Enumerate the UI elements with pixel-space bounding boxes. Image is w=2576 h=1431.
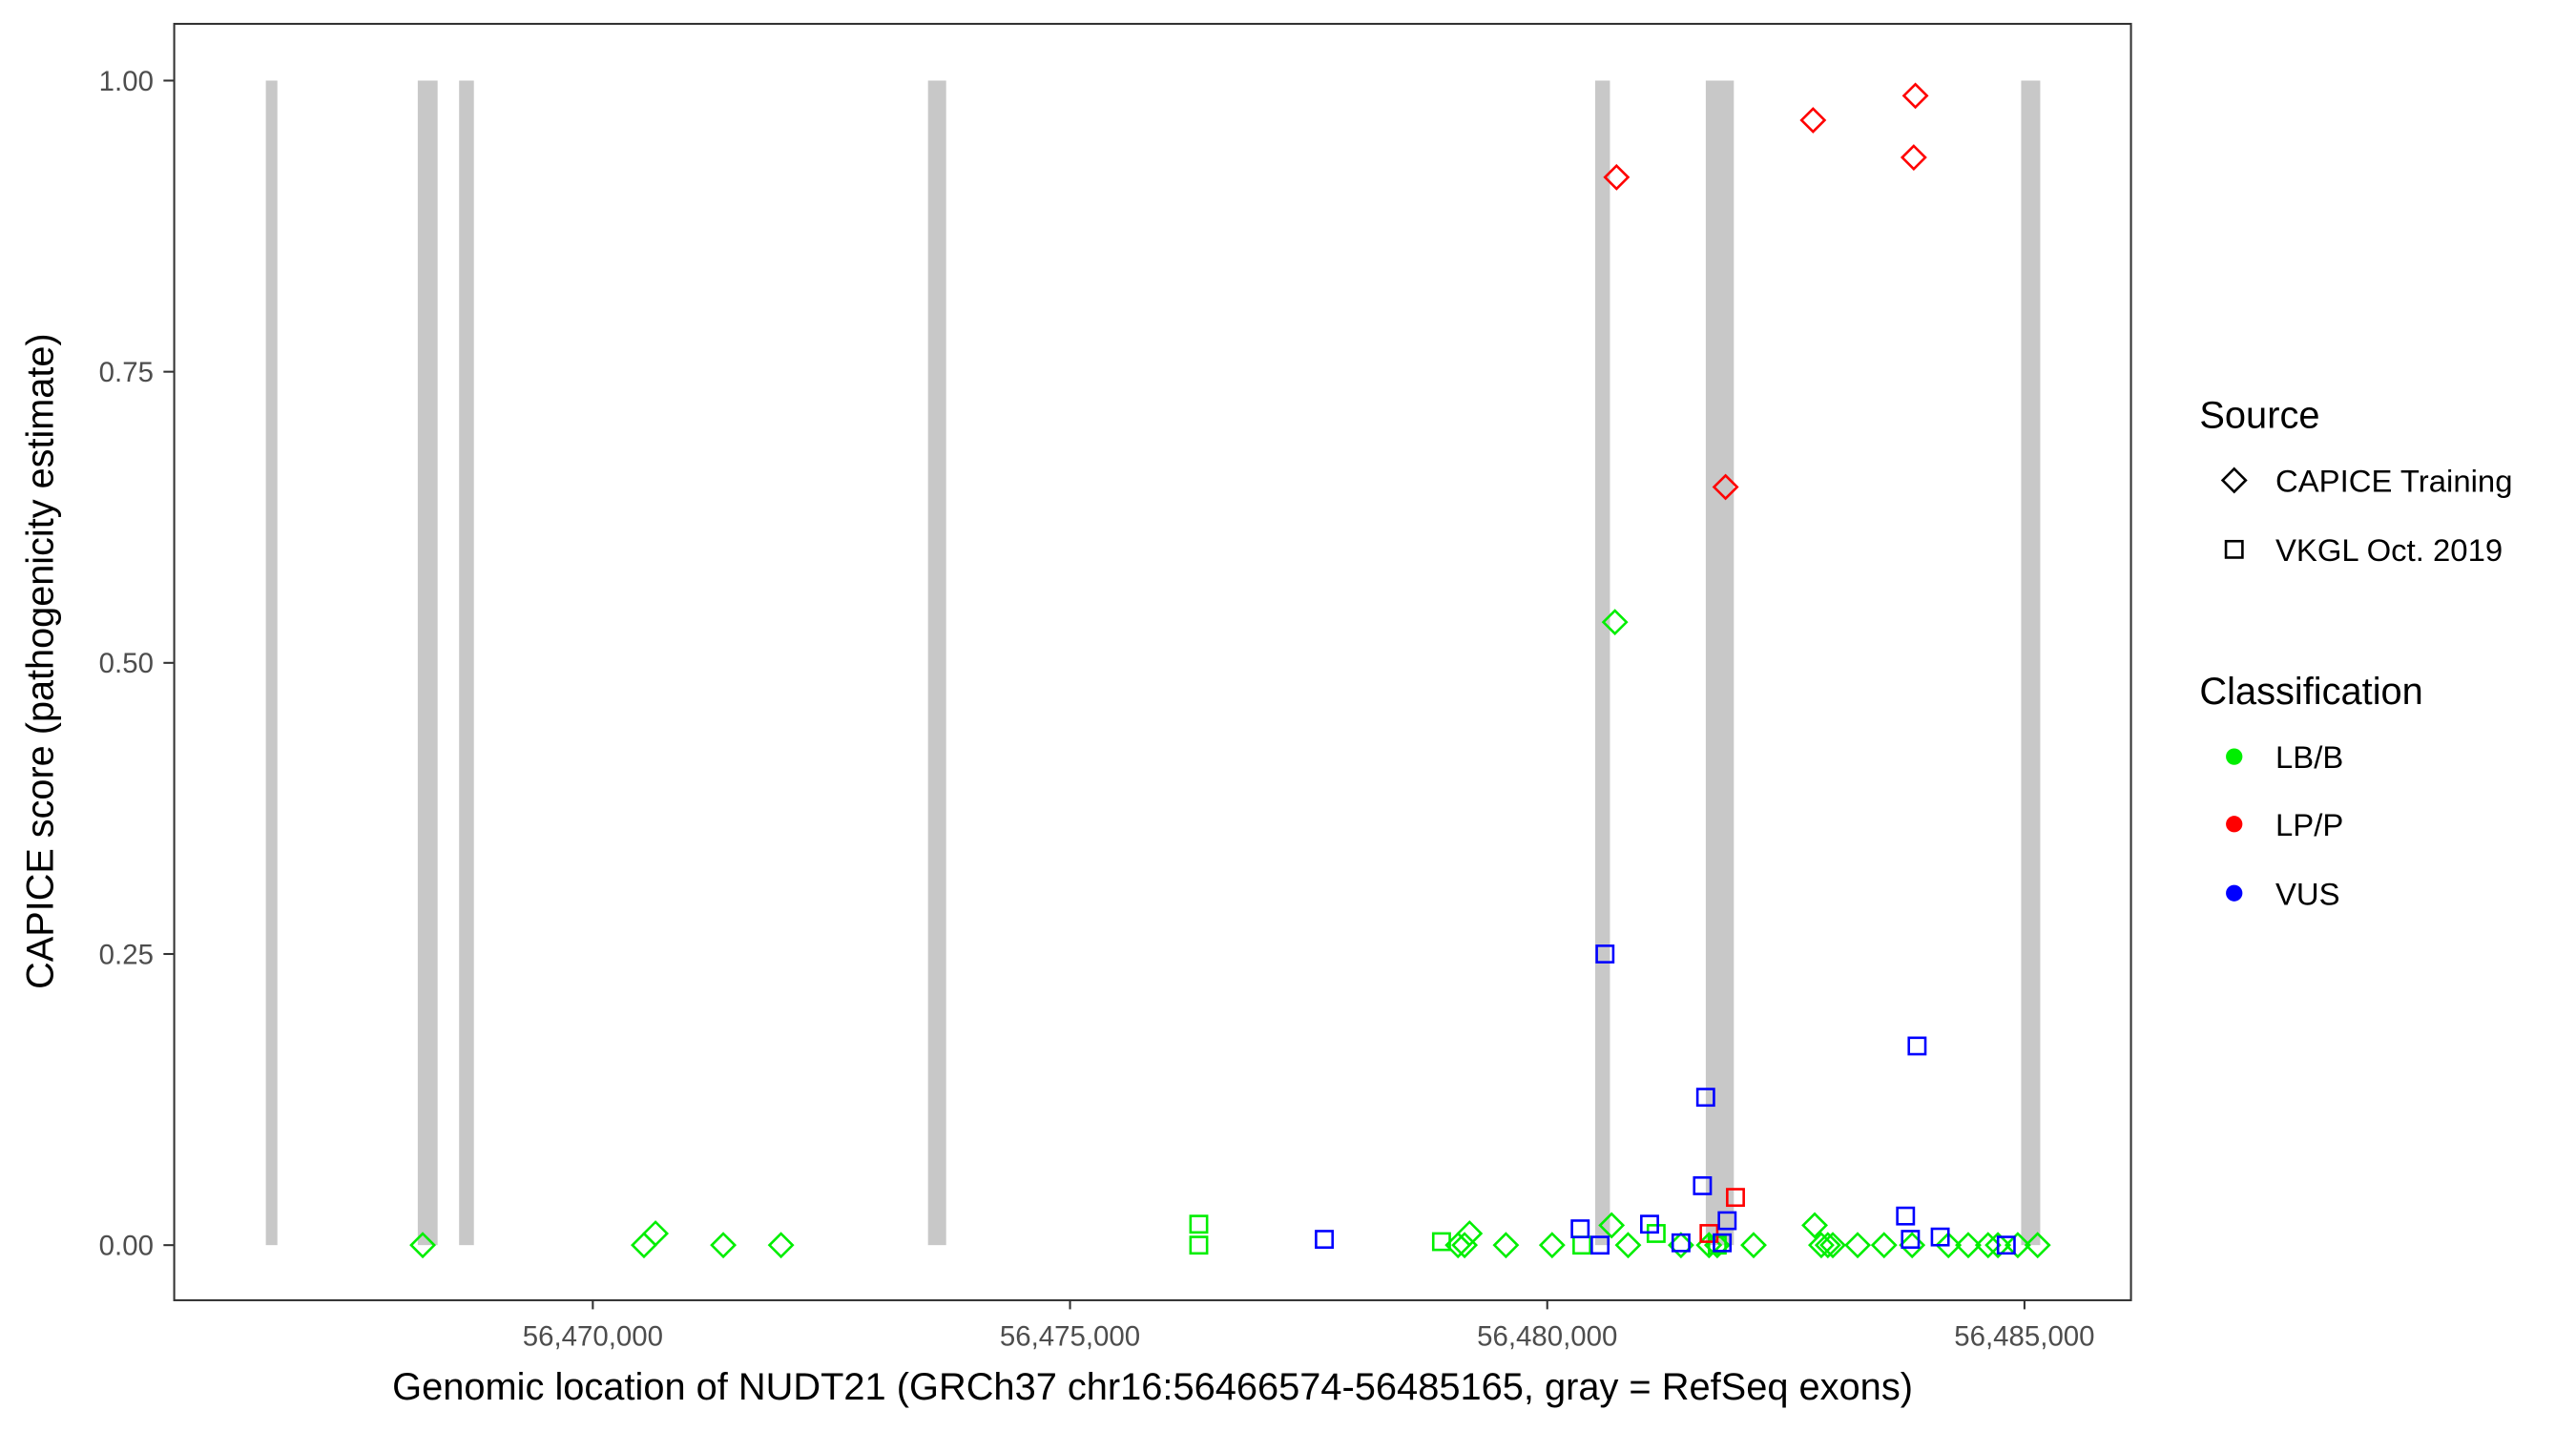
legend-class-item: LP/P xyxy=(2275,807,2343,842)
data-point-diamond xyxy=(1712,473,1739,501)
data-point-diamond xyxy=(1451,1232,1479,1259)
data-point-diamond xyxy=(631,1232,657,1259)
data-point-square xyxy=(1189,1235,1209,1255)
data-points xyxy=(409,82,2051,1259)
y-tick-label: 0.75 xyxy=(99,357,154,388)
data-point-diamond xyxy=(1492,1232,1520,1259)
data-point-square xyxy=(1896,1206,1916,1226)
data-point-diamond xyxy=(642,1220,670,1247)
data-point-diamond xyxy=(1819,1232,1847,1259)
data-point-diamond xyxy=(1935,1232,1963,1259)
data-point-diamond xyxy=(1901,82,1929,110)
data-point-diamond xyxy=(1601,609,1629,636)
data-point-diamond xyxy=(1899,1232,1926,1259)
data-point-square xyxy=(1695,1088,1715,1108)
data-point-square xyxy=(1315,1230,1334,1249)
exon-band xyxy=(927,80,946,1246)
legend-square-icon xyxy=(2224,539,2244,559)
data-point-square xyxy=(1717,1211,1737,1231)
x-tick-label: 56,475,000 xyxy=(1000,1320,1140,1352)
data-point-diamond xyxy=(1984,1232,2012,1259)
data-point-diamond xyxy=(1598,1212,1626,1239)
legend-diamond-icon xyxy=(2220,467,2248,494)
data-point-square xyxy=(1713,1233,1733,1253)
data-point-diamond xyxy=(1538,1232,1566,1259)
x-tick-label: 56,470,000 xyxy=(523,1320,663,1352)
data-point-diamond xyxy=(2004,1232,2031,1259)
data-point-square xyxy=(1595,944,1615,964)
exon-band xyxy=(1705,80,1735,1246)
legend-source-title: Source xyxy=(2199,394,2319,436)
legend: Source CAPICE Training VKGL Oct. 2019 Cl… xyxy=(2199,394,2512,911)
legend-class-item: VUS xyxy=(2275,876,2340,911)
data-point-diamond xyxy=(1844,1232,1872,1259)
plot-panel-border xyxy=(173,22,2132,1301)
data-point-square xyxy=(1640,1214,1659,1234)
data-point-diamond xyxy=(767,1232,795,1259)
exon-band xyxy=(417,80,438,1246)
x-tick-label: 56,485,000 xyxy=(1954,1320,2094,1352)
x-axis: 56,470,000 56,475,000 56,480,000 56,485,000 xyxy=(523,1299,2095,1352)
x-tick-label: 56,480,000 xyxy=(1477,1320,1617,1352)
data-point-diamond xyxy=(1614,1232,1642,1259)
legend-vus-dot-icon xyxy=(2226,884,2243,902)
data-point-diamond xyxy=(1799,107,1827,134)
legend-source-item: VKGL Oct. 2019 xyxy=(2275,532,2503,568)
exon-band xyxy=(2021,80,2041,1246)
data-point-diamond xyxy=(409,1232,437,1259)
data-point-diamond xyxy=(1814,1232,1841,1259)
data-point-square xyxy=(1570,1219,1590,1238)
data-point-square xyxy=(1907,1036,1927,1056)
data-point-diamond xyxy=(710,1232,737,1259)
data-point-diamond xyxy=(1870,1232,1898,1259)
legend-source-item: CAPICE Training xyxy=(2275,464,2513,499)
data-point-square xyxy=(1901,1230,1921,1249)
data-point-diamond xyxy=(2024,1232,2051,1259)
legend-lbb-dot-icon xyxy=(2226,748,2243,765)
exon-band xyxy=(1594,80,1610,1246)
data-point-diamond xyxy=(1900,144,1927,171)
data-point-square xyxy=(1189,1214,1209,1234)
data-point-diamond xyxy=(1807,1232,1835,1259)
y-tick-label: 0.50 xyxy=(99,648,154,679)
legend-class-item: LB/B xyxy=(2275,739,2343,775)
x-axis-label: Genomic location of NUDT21 (GRCh37 chr16… xyxy=(392,1366,1913,1408)
data-point-diamond xyxy=(1801,1212,1828,1239)
data-point-square xyxy=(1930,1227,1950,1247)
exon-bands xyxy=(265,80,2041,1246)
data-point-square xyxy=(1590,1235,1610,1255)
data-point-diamond xyxy=(1974,1232,2002,1259)
data-point-diamond xyxy=(1603,163,1631,191)
y-axis-label: CAPICE score (pathogenicity estimate) xyxy=(19,333,61,988)
exon-band xyxy=(459,80,474,1246)
data-point-square xyxy=(1431,1232,1451,1252)
data-point-diamond xyxy=(1955,1232,1982,1259)
y-axis: 0.00 0.25 0.50 0.75 1.00 xyxy=(99,66,174,1262)
data-point-square xyxy=(1726,1188,1745,1208)
data-point-square xyxy=(1671,1233,1691,1253)
data-point-square xyxy=(1693,1176,1713,1195)
legend-lpp-dot-icon xyxy=(2226,816,2243,833)
y-tick-label: 0.25 xyxy=(99,939,154,970)
data-point-square xyxy=(1996,1235,2016,1255)
data-point-square xyxy=(1572,1235,1591,1255)
y-tick-label: 0.00 xyxy=(99,1231,154,1262)
exon-band xyxy=(265,80,278,1246)
legend-classification-title: Classification xyxy=(2199,671,2422,713)
data-point-diamond xyxy=(1456,1220,1484,1247)
data-point-diamond xyxy=(1740,1232,1767,1259)
y-tick-label: 1.00 xyxy=(99,66,154,97)
